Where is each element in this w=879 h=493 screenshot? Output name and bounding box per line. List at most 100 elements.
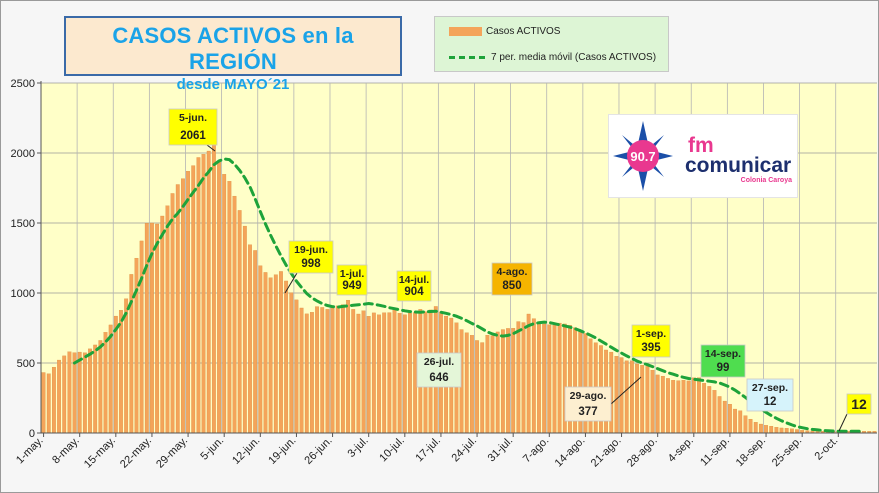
bar	[789, 428, 794, 434]
bar	[253, 250, 258, 434]
callout-box	[700, 344, 746, 378]
bar	[408, 312, 412, 434]
bar	[41, 372, 46, 434]
bar	[88, 348, 92, 434]
bar	[237, 210, 242, 434]
bar	[495, 331, 500, 434]
callout-leader	[284, 272, 298, 294]
logo-freq: 90.7	[630, 149, 655, 164]
bar	[707, 386, 712, 434]
bar	[506, 328, 510, 434]
bar	[397, 313, 402, 434]
legend-label-line: 7 per. media móvil (Casos ACTIVOS)	[491, 52, 657, 63]
bar	[552, 325, 557, 434]
callout-box	[846, 393, 872, 415]
bar	[666, 378, 670, 434]
bar	[795, 429, 799, 434]
callout-date: 19-jun.	[294, 244, 328, 256]
callout-value: 646	[429, 372, 448, 384]
bar	[57, 359, 61, 434]
logo-brand: comunicar	[685, 154, 791, 177]
chart-subtitle: desde MAYO´21	[176, 76, 290, 93]
bar	[681, 380, 686, 434]
bar	[464, 332, 469, 434]
callout-value: 12	[851, 396, 867, 412]
bar	[67, 351, 72, 434]
bar	[387, 312, 392, 434]
bar	[51, 367, 56, 434]
bar	[361, 310, 366, 434]
bar	[490, 335, 495, 434]
logo-fm: fm	[688, 134, 714, 157]
bar	[475, 340, 479, 434]
y-tick-label: 2000	[11, 148, 35, 160]
bar	[227, 181, 232, 434]
bar	[413, 312, 418, 434]
bar	[382, 312, 387, 434]
bar	[248, 244, 252, 434]
bar	[660, 376, 665, 434]
bar	[480, 342, 485, 434]
bar	[774, 427, 779, 434]
callout-box	[168, 108, 218, 146]
bar	[191, 165, 196, 434]
bar	[206, 150, 211, 434]
x-tick-label: 14-ago.	[553, 435, 588, 470]
bar	[144, 223, 149, 434]
callout-value: 2061	[180, 130, 206, 142]
logo-graphic: 90.7 fm comunicar Colonia Caroya	[613, 121, 792, 191]
x-tick-label: 10-jul.	[377, 435, 407, 465]
x-tick-label: 12-jun.	[230, 435, 262, 467]
bar	[526, 313, 531, 434]
bar	[521, 322, 526, 434]
x-tick-label: 5-jun.	[198, 435, 226, 463]
callout-date: 14-jul.	[399, 274, 429, 286]
legend-label-bars: Casos ACTIVOS	[486, 26, 561, 37]
station-logo: 90.7 fm comunicar Colonia Caroya	[608, 114, 798, 198]
bar	[330, 305, 335, 434]
callout-value: 377	[578, 406, 597, 418]
callout-date: 29-ago.	[570, 390, 607, 402]
bar	[511, 328, 516, 434]
bar	[217, 161, 221, 434]
x-tick-label: 2-oct.	[812, 435, 840, 463]
y-tick-label: 0	[29, 428, 35, 440]
callout-value: 850	[502, 280, 521, 292]
bar	[62, 355, 67, 434]
bar	[335, 305, 340, 434]
bar	[402, 314, 407, 434]
callout-leader	[610, 376, 642, 405]
y-tick-label: 2500	[11, 78, 35, 90]
callout-date: 14-sep.	[705, 348, 741, 360]
bar	[717, 396, 722, 434]
callout-date: 1-sep.	[636, 328, 666, 340]
bar	[769, 425, 774, 434]
y-tick-label: 1500	[11, 218, 35, 230]
bar	[779, 427, 784, 434]
legend-swatch-bars	[449, 27, 482, 36]
bar	[629, 360, 634, 434]
callout-box	[288, 240, 334, 274]
legend-swatch-line	[449, 56, 485, 59]
x-tick-label: 21-ago.	[589, 435, 624, 470]
bar	[537, 322, 541, 434]
bar	[119, 310, 123, 434]
x-tick-label: 3-jul.	[345, 435, 370, 460]
bar	[645, 366, 650, 434]
bar	[258, 265, 263, 434]
bar	[371, 312, 376, 434]
bar	[676, 380, 681, 434]
bar	[273, 274, 278, 434]
bar	[531, 318, 536, 434]
x-tick-label: 4-sep.	[666, 435, 696, 465]
bar	[733, 408, 737, 434]
bar	[500, 329, 505, 434]
bar	[93, 344, 98, 434]
callout-box	[631, 324, 671, 358]
legend-item-line: 7 per. media móvil (Casos ACTIVOS)	[449, 52, 656, 63]
bar	[263, 272, 268, 434]
bar	[310, 312, 314, 434]
bar	[181, 178, 185, 434]
bar	[650, 369, 655, 434]
x-tick-label: 11-sep.	[698, 435, 732, 469]
